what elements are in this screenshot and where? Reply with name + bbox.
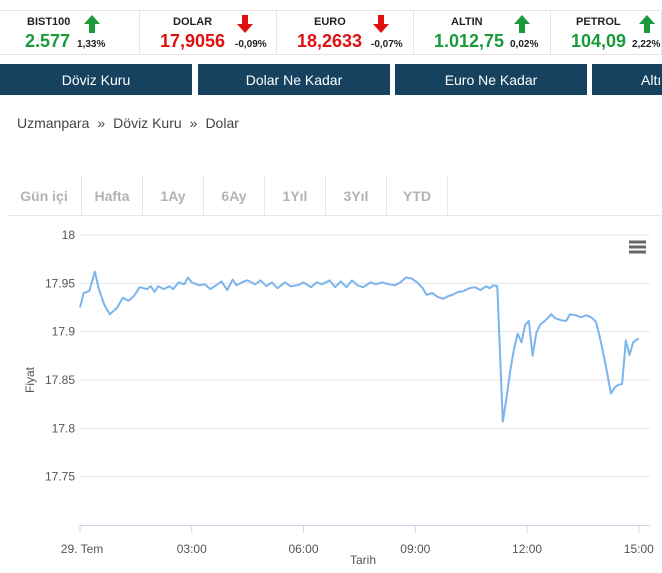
arrow-up-icon [514,15,530,33]
range-1yil[interactable]: 1Yıl [265,176,326,215]
x-tick-label: 29. Tem [61,542,103,556]
nav-altin[interactable]: Altı [592,64,662,95]
nav-doviz-kuru[interactable]: Döviz Kuru [0,64,192,95]
range-3yil[interactable]: 3Yıl [326,176,387,215]
y-axis-title: Fiyat [23,366,37,393]
nav-dolar-ne-kadar[interactable]: Dolar Ne Kadar [198,64,390,95]
ticker-name: PETROL [576,16,621,28]
nav-euro-ne-kadar[interactable]: Euro Ne Kadar [395,64,587,95]
ticker-name: DOLAR [173,16,213,28]
ticker-value: 18,2633 [297,31,363,51]
ticker-value: 1.012,75 [434,31,505,51]
ticker-euro[interactable]: EURO 18,2633 -0,07% [277,11,414,54]
ticker-change: 2,22% [632,39,661,50]
breadcrumb-separator: » [97,115,106,131]
breadcrumb-dolar[interactable]: Dolar [205,115,239,131]
ticker-change: -0,09% [235,39,267,50]
x-axis-title: Tarih [350,553,376,567]
ticker-bist100[interactable]: BIST100 2.577 1,33% [0,11,140,54]
ticker-change: 1,33% [77,39,106,50]
ticker-dolar[interactable]: DOLAR 17,9056 -0,09% [140,11,277,54]
x-tick-label: 03:00 [177,542,207,556]
series-line [79,270,640,423]
ticker-name: ALTIN [451,16,483,28]
price-chart: 18 17.95 17.9 17.85 17.8 17.75 29. Tem 03:00 06:… [0,215,662,573]
range-selector: Gün içi Hafta 1Ay 6Ay 1Yıl 3Yıl YTD [7,176,448,215]
ticker-value: 17,9056 [160,31,226,51]
y-tick-label: 17.75 [45,470,75,484]
price-chart-svg: 18 17.95 17.9 17.85 17.8 17.75 29. Tem 03:00 06:… [7,215,662,567]
y-tick-label: 17.95 [45,276,75,290]
main-nav: Döviz Kuru Dolar Ne Kadar Euro Ne Kadar … [0,64,662,96]
x-tick-label: 09:00 [400,542,430,556]
ticker-value: 2.577 [25,31,71,51]
hamburger-icon[interactable] [629,240,646,254]
market-ticker: BIST100 2.577 1,33% DOLAR 17,9056 -0,09% EURO 1… [0,10,662,55]
y-tick-label: 18 [62,228,76,242]
breadcrumb-separator: » [189,115,198,131]
arrow-down-icon [237,15,253,33]
ticker-value: 104,09 [571,31,627,51]
ticker-petrol[interactable]: PETROL 104,09 2,22% [551,11,662,54]
range-gun-ici[interactable]: Gün içi [7,176,82,215]
range-ytd[interactable]: YTD [387,176,448,215]
breadcrumb: Uzmanpara » Döviz Kuru » Dolar [17,115,239,131]
range-hafta[interactable]: Hafta [82,176,143,215]
arrow-down-icon [373,15,389,33]
x-tick-label: 12:00 [512,542,542,556]
y-tick-label: 17.9 [52,325,76,339]
ticker-name: BIST100 [27,16,71,28]
x-tick-label: 15:00 [624,542,654,556]
breadcrumb-doviz-kuru[interactable]: Döviz Kuru [113,115,182,131]
range-6ay[interactable]: 6Ay [204,176,265,215]
breadcrumb-home[interactable]: Uzmanpara [17,115,90,131]
arrow-up-icon [84,15,100,33]
ticker-altin[interactable]: ALTIN 1.012,75 0,02% [414,11,551,54]
y-tick-label: 17.8 [52,421,76,435]
ticker-change: -0,07% [371,39,403,50]
range-1ay[interactable]: 1Ay [143,176,204,215]
x-tick-label: 06:00 [289,542,319,556]
arrow-up-icon [639,15,655,33]
ticker-change: 0,02% [510,39,539,50]
ticker-name: EURO [314,16,346,28]
y-tick-label: 17.85 [45,373,75,387]
